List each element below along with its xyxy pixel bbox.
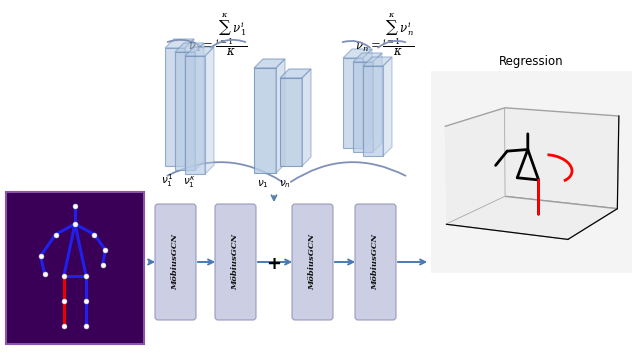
Polygon shape — [280, 78, 302, 166]
Polygon shape — [185, 47, 214, 56]
Text: MöbiusGCN: MöbiusGCN — [308, 234, 317, 290]
Text: +: + — [266, 255, 282, 273]
Text: MöbiusGCN: MöbiusGCN — [371, 234, 380, 290]
Polygon shape — [383, 57, 392, 156]
Polygon shape — [373, 53, 382, 152]
Polygon shape — [165, 39, 194, 48]
Polygon shape — [302, 69, 311, 166]
Text: $\nu_1^{\kappa}$: $\nu_1^{\kappa}$ — [183, 175, 195, 190]
Polygon shape — [195, 43, 204, 170]
Text: $\nu_1$: $\nu_1$ — [257, 178, 269, 190]
Text: MöbiusGCN: MöbiusGCN — [172, 234, 179, 290]
Polygon shape — [165, 48, 185, 166]
Polygon shape — [254, 59, 285, 68]
Text: MöbiusGCN: MöbiusGCN — [232, 234, 239, 290]
Polygon shape — [353, 62, 373, 152]
Polygon shape — [343, 49, 372, 58]
Polygon shape — [276, 59, 285, 173]
Polygon shape — [205, 47, 214, 174]
Polygon shape — [185, 56, 205, 174]
Polygon shape — [363, 49, 372, 148]
Text: $\nu_n$: $\nu_n$ — [279, 178, 291, 190]
Text: $\nu_1^1$: $\nu_1^1$ — [161, 172, 173, 189]
FancyBboxPatch shape — [6, 192, 144, 344]
Text: $\nu_n = \dfrac{\sum_{i=1}^{\kappa} \nu_n^i}{\kappa}$: $\nu_n = \dfrac{\sum_{i=1}^{\kappa} \nu_… — [355, 12, 415, 58]
FancyBboxPatch shape — [355, 204, 396, 320]
Polygon shape — [353, 53, 382, 62]
Polygon shape — [343, 58, 363, 148]
Polygon shape — [175, 52, 195, 170]
Polygon shape — [254, 68, 276, 173]
FancyBboxPatch shape — [292, 204, 333, 320]
FancyBboxPatch shape — [155, 204, 196, 320]
FancyBboxPatch shape — [215, 204, 256, 320]
Polygon shape — [280, 69, 311, 78]
Polygon shape — [363, 66, 383, 156]
Polygon shape — [175, 43, 204, 52]
Polygon shape — [363, 57, 392, 66]
Title: Regression: Regression — [499, 55, 564, 68]
Text: $\nu_1 = \dfrac{\sum_{i=1}^{\kappa} \nu_1^i}{\kappa}$: $\nu_1 = \dfrac{\sum_{i=1}^{\kappa} \nu_… — [188, 12, 248, 58]
Polygon shape — [185, 39, 194, 166]
